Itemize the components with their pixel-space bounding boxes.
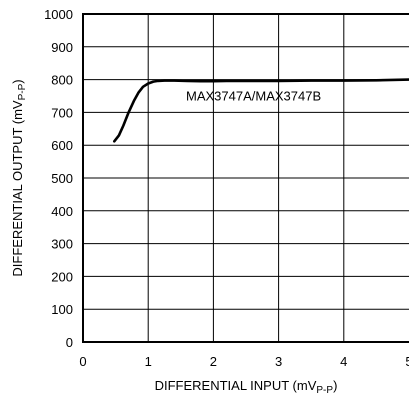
x-axis-title: DIFFERENTIAL INPUT (mVP-P) bbox=[155, 378, 338, 396]
y-tick-label: 800 bbox=[51, 73, 73, 88]
y-tick-label: 500 bbox=[51, 171, 73, 186]
y-tick-label: 200 bbox=[51, 269, 73, 284]
y-tick-label: 400 bbox=[51, 204, 73, 219]
y-tick-label: 300 bbox=[51, 237, 73, 252]
x-tick-label: 0 bbox=[79, 354, 86, 369]
y-axis-title-suffix: ) bbox=[10, 79, 25, 83]
x-tick-label: 5 bbox=[405, 354, 409, 369]
x-tick-label: 4 bbox=[340, 354, 347, 369]
y-tick-label: 900 bbox=[51, 40, 73, 55]
y-axis-title-prefix: DIFFERENTIAL OUTPUT (mV bbox=[10, 100, 25, 277]
y-tick-label: 1000 bbox=[44, 7, 73, 22]
y-axis-title-subscript: P-P bbox=[17, 83, 28, 100]
y-axis-title: DIFFERENTIAL OUTPUT (mVP-P) bbox=[10, 79, 28, 276]
x-axis-title-prefix: DIFFERENTIAL INPUT (mV bbox=[155, 378, 317, 393]
plot-frame bbox=[82, 13, 409, 343]
annotations: MAX3747A/MAX3747B bbox=[186, 88, 321, 103]
y-tick-labels: 0 100 200 300 400 500 600 700 800 900 1000 bbox=[44, 7, 73, 350]
y-tick-label: 0 bbox=[66, 335, 73, 350]
x-axis-title-suffix: ) bbox=[333, 378, 337, 393]
grid-lines bbox=[83, 14, 409, 342]
x-tick-label: 2 bbox=[210, 354, 217, 369]
series-annotation: MAX3747A/MAX3747B bbox=[186, 88, 321, 103]
y-tick-label: 700 bbox=[51, 105, 73, 120]
series-layer bbox=[113, 78, 409, 143]
x-tick-label: 3 bbox=[275, 354, 282, 369]
y-tick-label: 600 bbox=[51, 138, 73, 153]
series-line bbox=[113, 78, 409, 143]
x-tick-labels: 0 1 2 3 4 5 bbox=[79, 354, 409, 369]
y-tick-label: 100 bbox=[51, 302, 73, 317]
x-tick-label: 1 bbox=[145, 354, 152, 369]
x-axis-title-subscript: P-P bbox=[316, 385, 333, 396]
